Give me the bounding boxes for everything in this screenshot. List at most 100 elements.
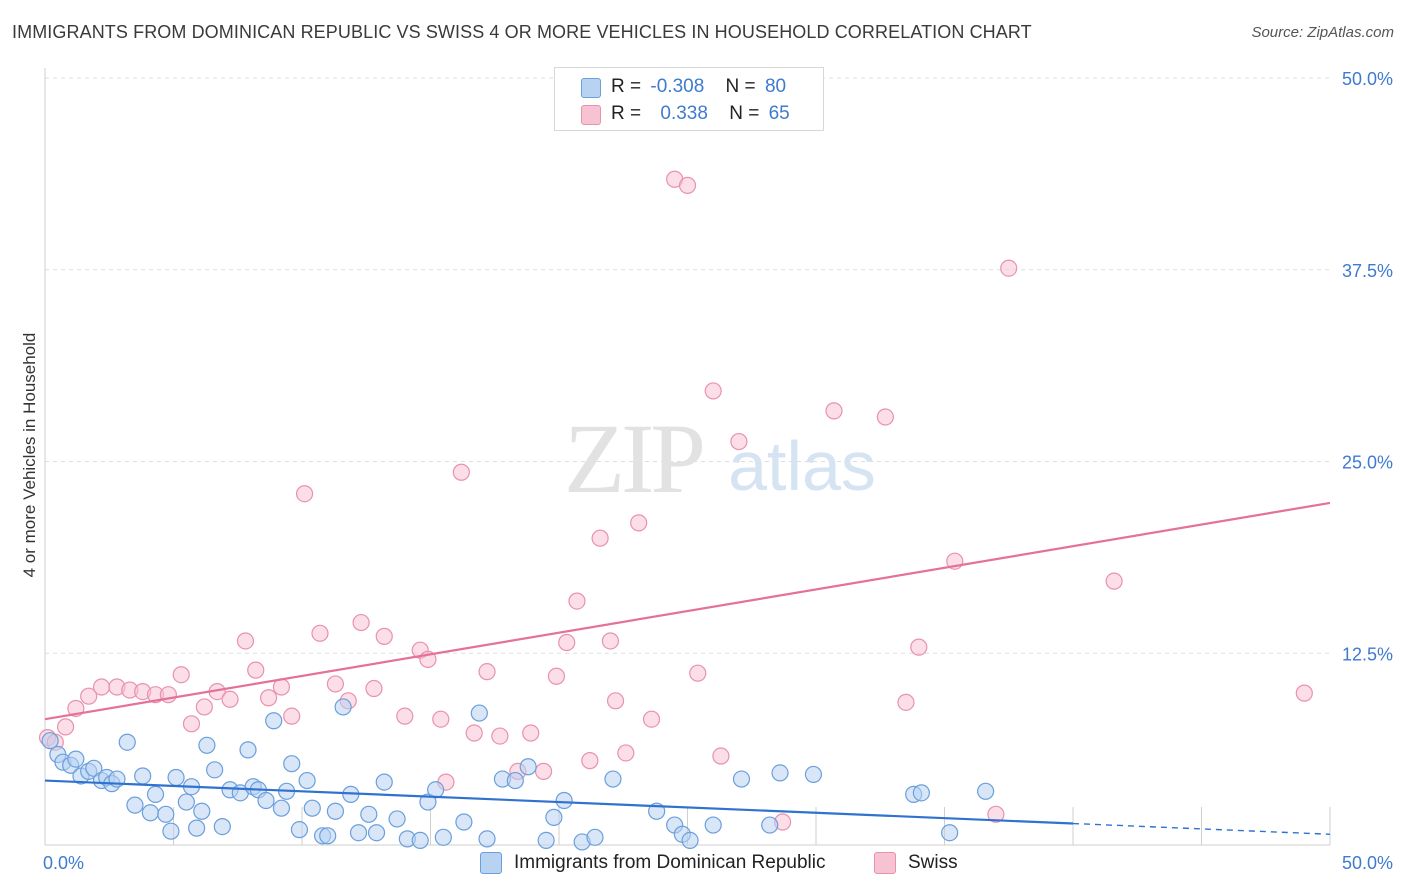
dominican-trend-extension <box>1072 822 1331 835</box>
dominican-point-47 <box>367 824 386 842</box>
dominican-point-42 <box>326 802 345 820</box>
legend-swatch-blue <box>480 852 502 874</box>
dominican-point-51 <box>411 831 429 849</box>
dominican-point-7 <box>85 759 103 777</box>
dominican-point-63 <box>555 791 573 810</box>
dominican-point-66 <box>604 770 622 788</box>
swiss-point-41 <box>558 633 576 652</box>
swiss-point-22 <box>311 624 329 642</box>
dominican-point-36 <box>283 755 301 773</box>
legend-item-dominican[interactable]: Immigrants from Dominican Republic <box>480 852 826 874</box>
x-tick-label-0: 0.0% <box>43 853 84 873</box>
swiss-point-39 <box>534 762 553 780</box>
dominican-point-13 <box>126 796 144 814</box>
legend-item-swiss[interactable]: Swiss <box>874 852 958 874</box>
source-note: Source: ZipAtlas.com <box>1251 24 1394 41</box>
stats-text-pink: R = 0.338 N = 65 <box>611 103 790 125</box>
dominican-point-18 <box>162 822 180 840</box>
y-tick-label-1: 25.0% <box>1342 453 1393 473</box>
dominican-point-12 <box>118 733 136 751</box>
swiss-point-59 <box>897 693 915 711</box>
dominican-point-26 <box>213 817 231 836</box>
swiss-point-58 <box>876 408 894 426</box>
swiss-point-18 <box>259 689 278 707</box>
swiss-point-2 <box>56 718 75 736</box>
swiss-point-20 <box>283 707 301 725</box>
dominican-point-17 <box>157 805 175 823</box>
legend-label-dominican: Immigrants from Dominican Republic <box>514 852 826 873</box>
swiss-point-35 <box>478 663 496 681</box>
dominican-point-71 <box>704 816 722 834</box>
watermark-atlas: atlas <box>728 427 876 505</box>
dominican-point-78 <box>941 824 959 842</box>
swiss-point-21 <box>295 485 314 503</box>
swiss-point-51 <box>678 176 697 194</box>
dominican-point-19 <box>167 768 185 787</box>
swiss-point-43 <box>581 752 599 770</box>
legend-label-swiss: Swiss <box>908 852 958 873</box>
swiss-point-40 <box>547 667 566 685</box>
swiss-point-45 <box>601 632 620 650</box>
swiss-point-36 <box>491 727 509 745</box>
y-tick-label-0: 12.5% <box>1342 644 1393 664</box>
dominican-point-41 <box>319 827 337 845</box>
stats-n-label-blue: N = <box>725 76 756 97</box>
swiss-point-26 <box>365 679 383 698</box>
dominican-point-37 <box>290 821 309 839</box>
dominican-point-61 <box>537 831 555 849</box>
swiss-point-49 <box>642 710 661 728</box>
dominican-point-60 <box>519 758 537 776</box>
watermark-zip: ZIP <box>564 403 702 514</box>
swiss-point-54 <box>712 747 730 765</box>
dominican-point-38 <box>298 771 316 790</box>
y-tick-label-2: 37.5% <box>1342 261 1393 281</box>
dominican-point-46 <box>360 805 378 823</box>
chart-title: IMMIGRANTS FROM DOMINICAN REPUBLIC VS SW… <box>12 22 1032 42</box>
swiss-point-23 <box>326 675 345 693</box>
swiss-point-65 <box>1295 684 1313 702</box>
dominican-point-48 <box>375 773 393 791</box>
watermark: ZIP atlas <box>564 403 876 514</box>
dominican-point-14 <box>134 767 152 785</box>
swiss-point-53 <box>704 382 722 400</box>
swiss-point-11 <box>172 666 190 684</box>
dominican-point-65 <box>586 828 604 846</box>
swiss-point-15 <box>221 690 239 708</box>
dominican-point-29 <box>239 741 257 759</box>
legend-swatch-pink <box>874 852 896 874</box>
dominican-point-52 <box>419 793 437 811</box>
swiss-trend-line <box>44 501 1331 721</box>
stats-text-blue: R = -0.308 N = 80 <box>611 76 786 98</box>
dominican-point-22 <box>188 819 206 837</box>
dominican-point-33 <box>265 712 283 730</box>
swiss-point-44 <box>591 529 609 547</box>
swiss-point-33 <box>452 463 470 481</box>
swiss-point-46 <box>606 692 625 710</box>
swiss-point-52 <box>689 664 707 682</box>
swiss-point-38 <box>522 724 540 742</box>
swiss-point-28 <box>396 707 414 725</box>
dominican-trend-line <box>44 779 1074 825</box>
dominican-point-34 <box>272 799 291 817</box>
dominican-point-23 <box>193 802 211 820</box>
swiss-point-12 <box>182 715 201 733</box>
dominican-point-45 <box>349 824 368 842</box>
swiss-point-63 <box>1000 259 1018 277</box>
stats-n-value-pink: 65 <box>768 103 790 124</box>
swiss-point-64 <box>1105 572 1123 590</box>
swiss-point-60 <box>910 638 928 656</box>
dominican-point-75 <box>804 765 823 784</box>
swiss-point-48 <box>630 514 648 532</box>
dominican-point-62 <box>545 808 563 826</box>
dominican-point-4 <box>67 750 85 768</box>
stats-r-label-blue: R = <box>611 76 642 97</box>
dominican-point-43 <box>334 698 352 716</box>
dominican-point-53 <box>427 781 445 799</box>
swiss-point-17 <box>247 661 265 679</box>
dominican-point-24 <box>198 736 216 754</box>
swiss-points <box>38 170 1313 831</box>
stats-box: R = -0.308 N = 80 R = 0.338 N = 65 <box>554 67 824 131</box>
dominican-point-25 <box>206 761 224 779</box>
swiss-point-25 <box>352 613 370 632</box>
